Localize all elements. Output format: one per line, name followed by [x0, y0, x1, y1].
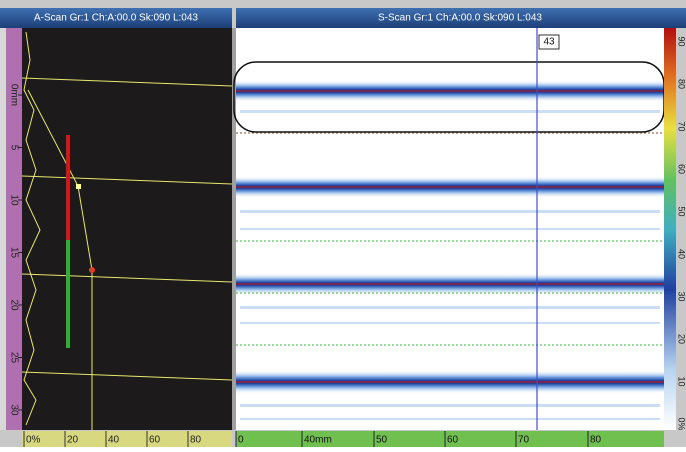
- amplitude-ruler: [22, 431, 232, 447]
- scale-label: 90: [677, 36, 686, 46]
- scale-label: 40: [677, 249, 686, 259]
- divider: [232, 28, 236, 430]
- cursor-label-box: [538, 34, 560, 50]
- scan-label: 40mm: [304, 435, 332, 446]
- scale-label: 70: [677, 121, 686, 131]
- depth-label: 30: [8, 404, 19, 416]
- scan-label: 70: [518, 435, 530, 446]
- noise-streak: [240, 418, 660, 420]
- amplitude-label: 0%: [26, 435, 41, 446]
- gate-line: [21, 371, 233, 381]
- depth-label: 15: [8, 247, 19, 259]
- a-scan-area: [22, 28, 232, 430]
- depth-labels: 0mm 5 10 15 20 25 30: [8, 84, 22, 416]
- amplitude-label: 60: [149, 435, 161, 446]
- scan-label: 80: [590, 435, 602, 446]
- gate-line: [21, 273, 233, 283]
- scan-label: 50: [376, 435, 388, 446]
- depth-label: 10: [8, 194, 19, 206]
- echo-band: [236, 273, 664, 295]
- echo-band: [236, 80, 664, 102]
- depth-label: 0mm: [8, 84, 19, 106]
- amplitude-label: 40: [108, 435, 120, 446]
- cursor-point: [76, 184, 81, 189]
- color-scale: [664, 28, 676, 430]
- depth-label: 5: [8, 145, 19, 151]
- a-scan-header: [0, 8, 232, 28]
- scale-ruler: [676, 28, 686, 430]
- noise-streak: [240, 110, 660, 113]
- s-scan-header: [236, 8, 686, 28]
- amplitude-label: 20: [67, 435, 79, 446]
- depth-label: 20: [8, 299, 19, 311]
- tcg-curve: [27, 89, 93, 430]
- depth-label: 25: [8, 352, 19, 364]
- scale-label: 0%: [677, 417, 686, 430]
- scale-label: 10: [677, 376, 686, 386]
- noise-streak: [240, 210, 660, 213]
- waveform: [23, 31, 41, 426]
- echo-band: [236, 176, 664, 198]
- scale-label: 80: [677, 79, 686, 89]
- scan-ruler: [236, 431, 664, 447]
- noise-streak: [240, 322, 660, 324]
- scale-label: 60: [677, 164, 686, 174]
- scale-label: 30: [677, 291, 686, 301]
- cursor-label: 43: [543, 37, 555, 48]
- cursor-point: [89, 267, 95, 273]
- scan-label: 60: [447, 435, 459, 446]
- amplitude-label: 80: [190, 435, 202, 446]
- noise: [240, 110, 660, 420]
- scale-label: 20: [677, 334, 686, 344]
- a-scan-title: A-Scan Gr:1 Ch:A:00.0 Sk:090 L:043: [34, 13, 198, 24]
- a-scan-signal: [21, 31, 233, 430]
- scan-label: 0: [238, 435, 244, 446]
- echo-bands: [236, 80, 664, 420]
- noise-streak: [240, 404, 660, 407]
- bottom-labels: 0% 20 40 60 80 0 40mm 50 60 70 80: [23, 431, 602, 447]
- noise-streak: [240, 306, 660, 309]
- depth-ruler: [6, 28, 22, 430]
- noise-streak: [240, 228, 660, 230]
- s-scan-title: S-Scan Gr:1 Ch:A:00.0 Sk:090 L:043: [378, 13, 542, 24]
- scale-label: 50: [677, 206, 686, 216]
- gate-line: [21, 77, 233, 87]
- scale-labels: 0% 10 20 30 40 50 60 70 80 90: [677, 36, 686, 430]
- gate-line: [21, 175, 233, 185]
- echo-band: [236, 370, 664, 394]
